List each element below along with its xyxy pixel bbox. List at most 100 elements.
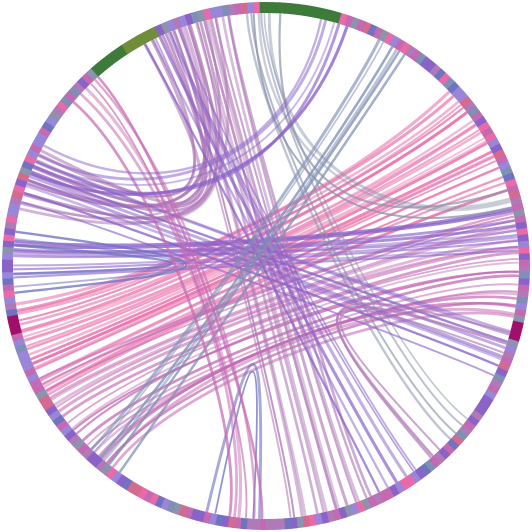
ring-segment <box>433 451 446 465</box>
ring-segment <box>252 518 260 530</box>
ring-segment <box>45 115 59 128</box>
ring-segment <box>424 60 437 74</box>
ring-segment <box>159 497 171 511</box>
ring-segment <box>419 463 432 477</box>
ring-segment <box>21 159 35 171</box>
ring-segment <box>2 258 14 266</box>
ring-segment <box>480 126 494 139</box>
ring-segment <box>227 3 237 16</box>
ring-segment <box>26 372 40 384</box>
ring-segment <box>515 221 528 231</box>
chord-link <box>267 12 511 210</box>
ring-segment <box>38 126 52 138</box>
chord-link <box>82 274 520 442</box>
chord-link <box>90 39 381 451</box>
ring-segment <box>148 492 160 506</box>
ring-segment <box>466 414 480 427</box>
chord-link <box>97 76 264 520</box>
ring-segment <box>3 289 15 298</box>
ring-segment <box>284 2 293 15</box>
ring-segment <box>166 18 177 32</box>
ring-segment <box>55 419 69 432</box>
ring-segment <box>500 355 513 367</box>
chord-link <box>245 13 451 440</box>
ring-segment <box>95 458 108 472</box>
ring-segment <box>100 55 113 69</box>
ring-segment <box>85 450 99 464</box>
ring-segment <box>307 514 317 527</box>
chord-link <box>108 50 401 465</box>
ring-segment <box>18 355 32 366</box>
ring-segment <box>518 253 530 261</box>
ring-segment <box>137 486 149 500</box>
ring-segment <box>23 154 37 165</box>
ring-segment <box>2 283 15 292</box>
ring-segment <box>433 68 447 82</box>
ring-segment <box>3 295 16 305</box>
chord-link <box>26 131 482 350</box>
ring-segment <box>34 388 48 400</box>
ring-segment <box>76 442 90 455</box>
ring-segment <box>115 473 128 487</box>
ring-segment <box>480 394 494 406</box>
chord-link <box>257 12 511 212</box>
ring-segment <box>517 284 530 293</box>
ring-segment <box>450 433 464 447</box>
ring-segment <box>399 41 412 55</box>
ring-segment <box>56 100 70 113</box>
ring-segment <box>16 171 30 183</box>
ring-segment <box>474 116 488 128</box>
chord-link <box>20 20 221 220</box>
ring-segment <box>409 48 422 62</box>
ring-segment <box>349 16 361 30</box>
ring-segment <box>301 515 311 528</box>
ring-segment <box>72 437 85 451</box>
ring-segment <box>518 272 530 280</box>
ring-segment <box>290 3 299 15</box>
ring-segment <box>2 252 14 260</box>
chord-link <box>28 175 506 350</box>
ring-segment <box>518 266 530 274</box>
ring-segment <box>6 313 19 323</box>
ring-segment <box>497 160 511 172</box>
ring-segment <box>29 142 43 154</box>
ring-segment <box>4 220 17 230</box>
ring-segment <box>423 459 437 473</box>
ring-segment <box>404 45 417 59</box>
ring-segment <box>2 265 14 273</box>
ring-segment <box>215 5 225 18</box>
chord-link <box>12 243 173 276</box>
chord-link <box>94 41 384 452</box>
ring-segment <box>486 383 500 395</box>
chord-link <box>187 24 319 515</box>
ring-segment <box>240 2 249 15</box>
chord-link <box>76 270 520 435</box>
ring-segment <box>484 132 498 144</box>
chord-link <box>13 249 519 279</box>
chord-link <box>79 93 238 518</box>
ring-segment <box>31 382 45 395</box>
ring-segment <box>517 240 530 249</box>
ring-segment <box>271 518 279 530</box>
ring-segment <box>177 504 188 518</box>
ring-segment <box>81 72 95 85</box>
ring-segment <box>90 454 103 468</box>
ring-segment <box>470 110 484 123</box>
ring-segment <box>41 398 55 411</box>
ring-segment <box>239 517 248 530</box>
ring-segment <box>220 515 230 528</box>
ring-segment <box>126 480 138 494</box>
ring-segment <box>90 63 104 77</box>
ring-segment <box>451 86 465 99</box>
ring-segment <box>143 29 155 42</box>
ring-segment <box>2 239 15 248</box>
chord-link <box>16 95 455 312</box>
ring-segment <box>19 165 32 177</box>
ring-segment <box>473 404 487 417</box>
chord-link <box>13 238 185 288</box>
ring-segment <box>221 4 231 17</box>
ring-segment <box>110 48 123 62</box>
chord-link <box>14 230 188 294</box>
ring-segment <box>14 177 28 188</box>
